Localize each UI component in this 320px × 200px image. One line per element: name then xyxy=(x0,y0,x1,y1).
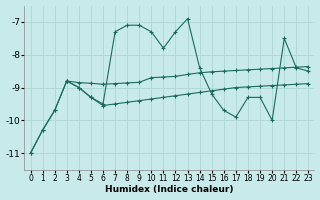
X-axis label: Humidex (Indice chaleur): Humidex (Indice chaleur) xyxy=(105,185,234,194)
